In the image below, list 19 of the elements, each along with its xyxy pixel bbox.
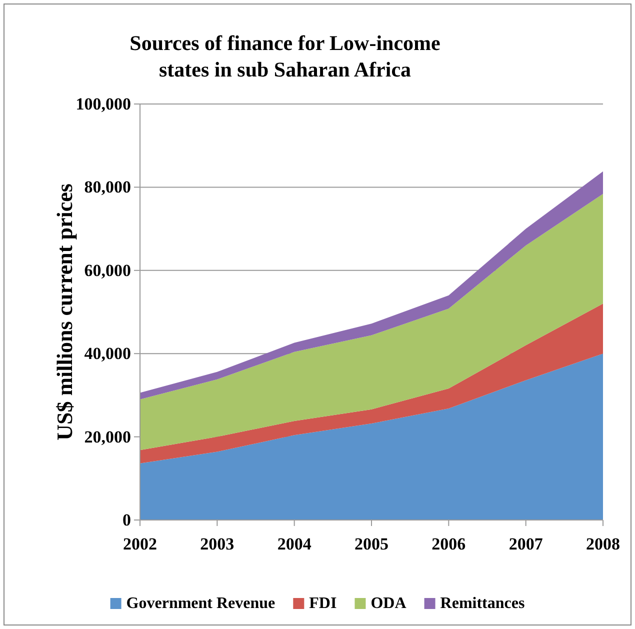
x-tick-label: 2003 <box>200 534 234 554</box>
y-axis-title: US$ millions current prices <box>52 183 77 440</box>
y-tick-label: 0 <box>122 510 131 530</box>
y-tick-label: 20,000 <box>84 427 131 446</box>
legend-label: Government Revenue <box>126 595 276 612</box>
x-tick-label: 2004 <box>277 534 312 554</box>
x-tick-label: 2007 <box>508 534 544 554</box>
chart-title: Sources of finance for Low-income states in sub Saharan Africa <box>130 31 440 82</box>
x-tick-label: 2008 <box>586 534 620 554</box>
legend-label: FDI <box>309 595 337 612</box>
y-tick-label: 40,000 <box>84 344 131 364</box>
y-tick-label: 60,000 <box>84 260 131 280</box>
y-tick-label: 100,000 <box>76 94 131 114</box>
x-tick-label: 2002 <box>123 534 157 554</box>
legend-label: ODA <box>370 595 407 612</box>
y-tick-label: 80,000 <box>84 178 131 197</box>
legend-label: Remittances <box>440 595 525 612</box>
x-tick-label: 2006 <box>432 534 466 554</box>
x-tick-label: 2005 <box>354 534 388 554</box>
